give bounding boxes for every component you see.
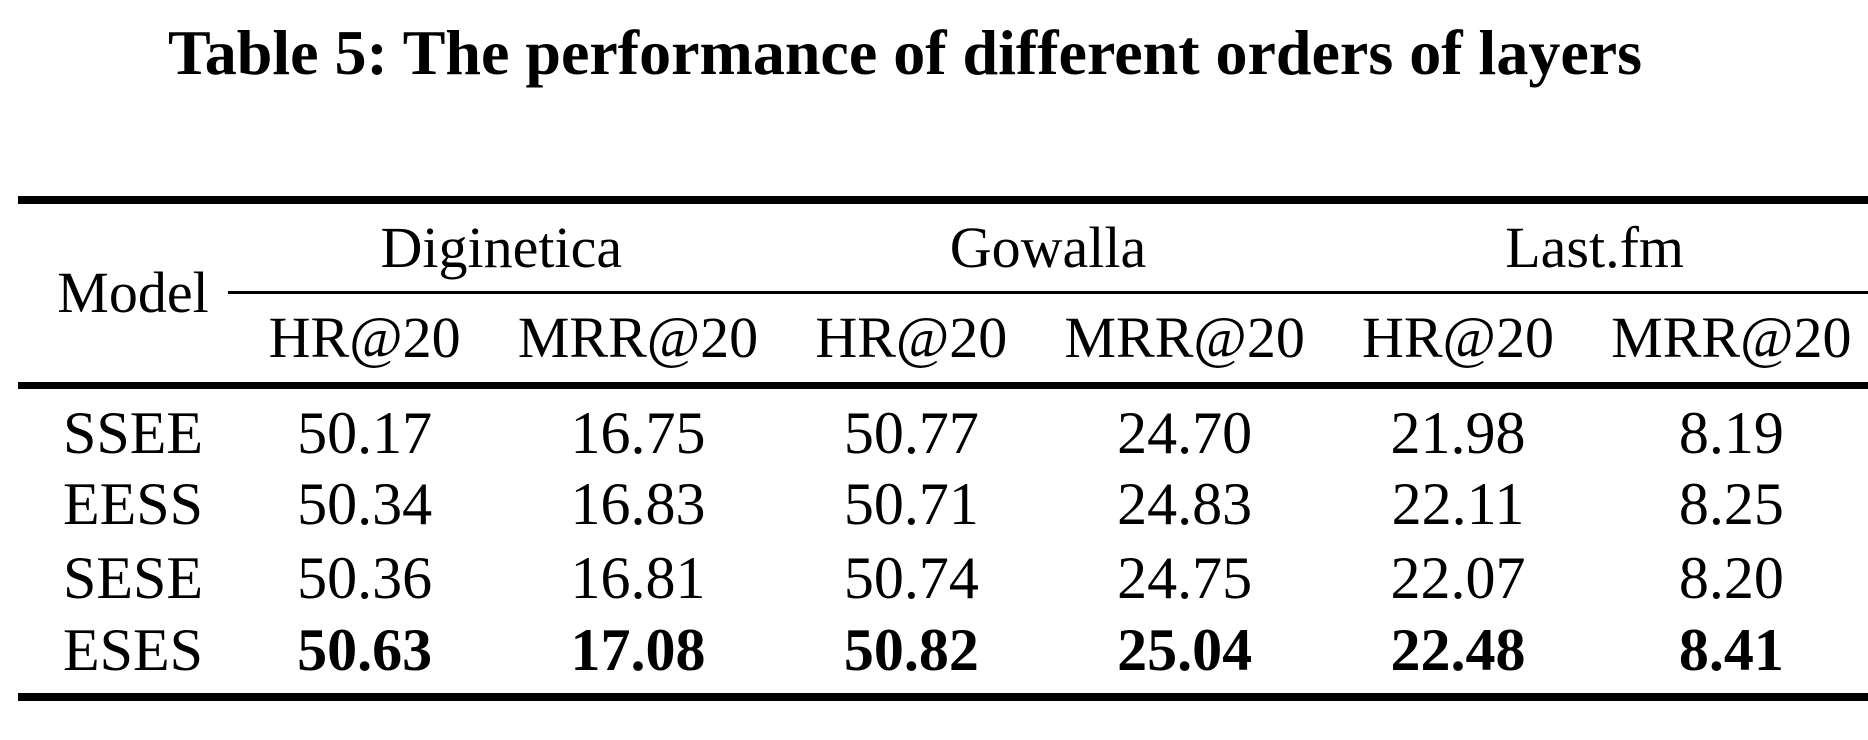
value-cell: 16.81 [570, 545, 706, 611]
results-table: Model Diginetica Gowalla Last.fm HR@20 M… [18, 196, 1868, 701]
value-cell: 50.71 [843, 471, 979, 537]
group-header-row: Model Diginetica Gowalla Last.fm [18, 200, 1868, 389]
col-header-gowalla-hr20: HR@20 [774, 292, 1048, 389]
value-cell: 8.20 [1678, 545, 1784, 611]
value-cell: 50.63 [297, 616, 433, 683]
value-cell: 24.83 [1117, 471, 1253, 537]
value-cell: 24.70 [1117, 399, 1253, 466]
col-header-lastfm-mrr20: MRR@20 [1594, 292, 1868, 389]
value-cell: 22.11 [1391, 471, 1525, 537]
table-body: SSEE 50.17 16.75 50.77 24.70 21.98 8.19 … [18, 385, 1868, 697]
value-cell: 50.36 [297, 545, 433, 611]
value-cell: 25.04 [1117, 616, 1253, 683]
table-caption: Table 5: The performance of different or… [167, 17, 1643, 88]
model-cell: SESE [62, 545, 204, 611]
value-cell: 22.07 [1390, 545, 1526, 611]
group-header-lastfm: Last.fm [1321, 200, 1868, 294]
value-cell: 17.08 [570, 616, 706, 683]
value-cell: 8.41 [1678, 616, 1784, 683]
group-header-gowalla: Gowalla [774, 200, 1322, 294]
value-cell: 8.19 [1678, 399, 1784, 466]
table-row-ssee: SSEE 50.17 16.75 50.77 24.70 21.98 8.19 [18, 385, 1868, 468]
value-cell: 16.83 [570, 471, 706, 537]
table-header: Model Diginetica Gowalla Last.fm HR@20 M… [18, 200, 1868, 389]
group-header-diginetica: Diginetica [228, 200, 775, 294]
model-cell: SSEE [62, 399, 204, 466]
table-row-eess: EESS 50.34 16.83 50.71 24.83 22.11 8.25 [18, 468, 1868, 542]
col-header-gowalla-mrr20: MRR@20 [1047, 292, 1322, 389]
model-cell: EESS [62, 471, 204, 537]
value-cell: 24.75 [1117, 545, 1253, 611]
model-cell: ESES [62, 616, 204, 683]
col-header-lastfm-hr20: HR@20 [1321, 292, 1595, 389]
value-cell: 22.48 [1390, 616, 1526, 683]
value-cell: 8.25 [1678, 471, 1784, 537]
value-cell: 50.34 [297, 471, 433, 537]
value-cell: 50.77 [843, 399, 979, 466]
table-row-eses: ESES 50.63 17.08 50.82 25.04 22.48 8.41 [18, 616, 1868, 697]
col-header-model: Model [18, 200, 228, 389]
col-header-diginetica-hr20: HR@20 [228, 292, 502, 389]
col-header-diginetica-mrr20: MRR@20 [501, 292, 775, 389]
value-cell: 21.98 [1390, 399, 1526, 466]
metric-header-row: HR@20 MRR@20 HR@20 MRR@20 HR@20 MRR@20 [18, 292, 1868, 389]
value-cell: 50.17 [297, 399, 433, 466]
table-row-sese: SESE 50.36 16.81 50.74 24.75 22.07 8.20 [18, 542, 1868, 616]
value-cell: 16.75 [570, 399, 706, 466]
value-cell: 50.74 [843, 545, 979, 611]
value-cell: 50.82 [843, 616, 979, 683]
